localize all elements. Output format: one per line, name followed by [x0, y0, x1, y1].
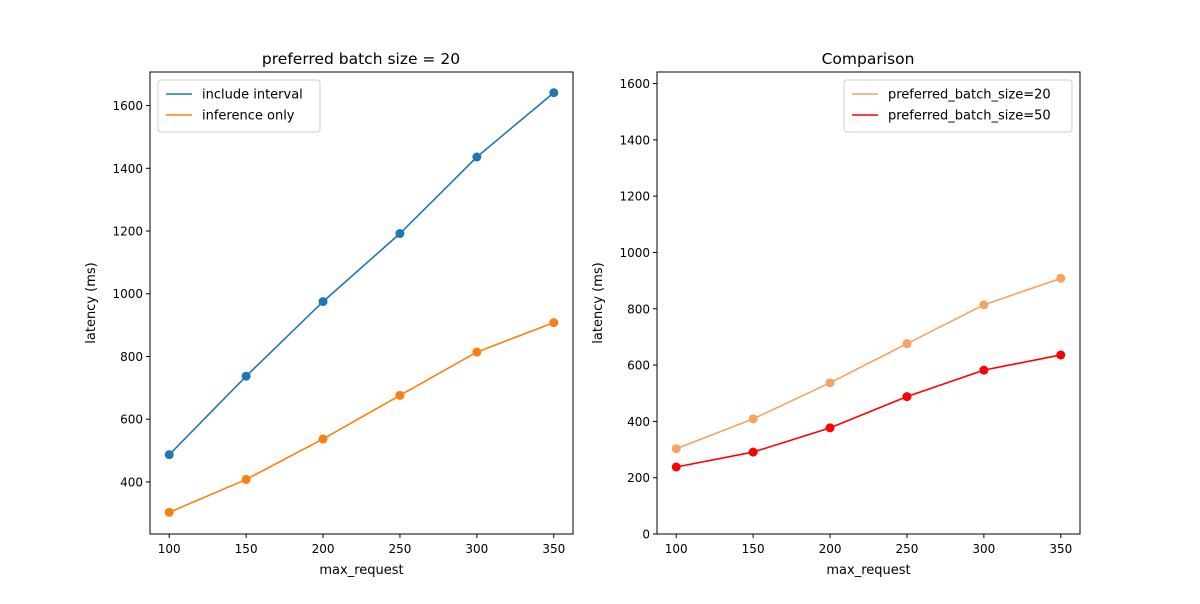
x-tick-label: 350: [542, 542, 565, 556]
data-point: [1056, 273, 1066, 283]
legend-box: [157, 79, 321, 133]
legend-label: include interval: [202, 88, 303, 103]
series-line-2: [168, 321, 555, 514]
x-tick-label: 250: [389, 542, 412, 556]
chart-title: preferred batch size = 20: [262, 50, 460, 68]
data-point: [825, 378, 835, 388]
y-tick-label: 1200: [112, 225, 143, 239]
data-point: [164, 450, 174, 460]
y-tick-label: 1600: [619, 77, 650, 91]
x-axis-label: max_request: [319, 563, 403, 578]
x-tick-label: 200: [819, 542, 842, 556]
y-tick-label: 1600: [112, 99, 143, 113]
data-point: [671, 462, 681, 472]
data-point: [549, 88, 559, 98]
y-tick-label: 1000: [112, 287, 143, 301]
x-tick-label: 150: [235, 542, 258, 556]
y-tick-label: 0: [642, 528, 650, 542]
x-axis-label: max_request: [826, 563, 910, 578]
data-point: [395, 229, 405, 239]
data-point: [902, 392, 912, 402]
legend: preferred_batch_size=20 preferred_batch_s…: [843, 79, 1073, 133]
x-tick-label: 250: [896, 542, 919, 556]
data-point: [748, 414, 758, 424]
y-tick-label: 600: [627, 359, 650, 373]
data-point: [318, 434, 328, 444]
legend-box: [843, 79, 1073, 133]
y-tick-label: 800: [120, 350, 143, 364]
data-point: [472, 152, 482, 162]
y-tick-label: 1400: [112, 162, 143, 176]
data-point: [549, 318, 559, 328]
x-tick-label: 300: [972, 542, 995, 556]
x-tick-label: 200: [312, 542, 335, 556]
data-point: [825, 423, 835, 433]
series-line-1: [168, 92, 555, 456]
axes-frame: [149, 71, 574, 535]
x-tick-label: 100: [158, 542, 181, 556]
x-tick-label: 100: [665, 542, 688, 556]
legend-label: inference only: [202, 109, 295, 124]
data-point: [318, 297, 328, 307]
data-point: [241, 474, 251, 484]
y-tick-label: 400: [120, 475, 143, 489]
x-tick-label: 300: [465, 542, 488, 556]
subplot-2: 100 150 200 250 300 350 0 200 400 600 800 1000 1200 1…: [591, 50, 1081, 578]
y-tick-label: 400: [627, 415, 650, 429]
series-line-2: [676, 354, 1061, 468]
data-point: [979, 365, 989, 375]
y-axis-label: latency (ms): [84, 262, 99, 343]
data-point: [472, 347, 482, 357]
y-axis-label: latency (ms): [591, 262, 606, 343]
data-point: [241, 371, 251, 381]
y-tick-label: 600: [120, 413, 143, 427]
x-tick-label: 150: [742, 542, 765, 556]
legend-label: preferred_batch_size=20: [888, 88, 1051, 103]
series-line-1: [675, 277, 1062, 450]
data-point: [979, 300, 989, 310]
y-tick-label: 1400: [619, 133, 650, 147]
chart-title: Comparison: [822, 50, 915, 68]
subplot-1: 100 150 200 250 300 350 400 600 800 1000 1200 1400 1…: [84, 50, 574, 578]
axes-frame: [656, 71, 1081, 535]
y-tick-label: 800: [627, 302, 650, 316]
data-point: [164, 507, 174, 517]
legend: include interval inference only: [157, 79, 321, 133]
legend-label: preferred_batch_size=50: [888, 109, 1051, 124]
data-point: [902, 339, 912, 349]
data-point: [748, 447, 758, 457]
x-tick-label: 350: [1049, 542, 1072, 556]
y-tick-label: 200: [627, 471, 650, 485]
y-tick-label: 1200: [619, 190, 650, 204]
data-point: [1056, 350, 1066, 360]
data-point: [671, 444, 681, 454]
y-tick-label: 1000: [619, 246, 650, 260]
data-point: [395, 390, 405, 400]
